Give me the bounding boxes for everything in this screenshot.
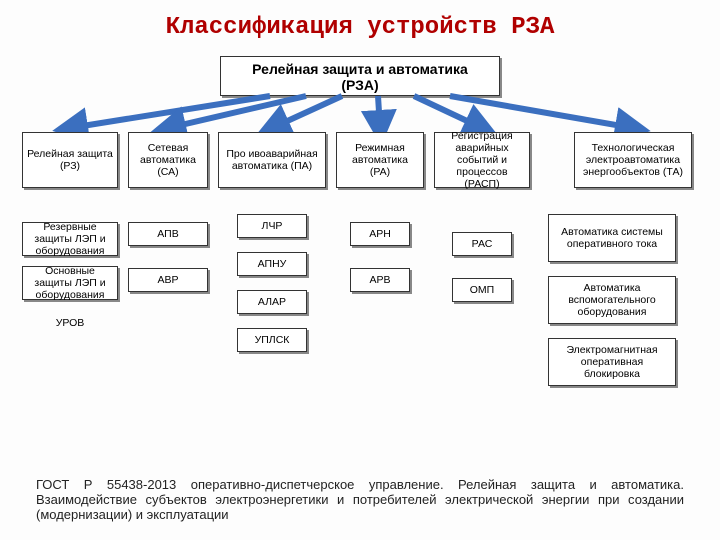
category-node: Режимная автоматика (РА) (336, 132, 424, 188)
sub-node: УРОВ (22, 312, 118, 334)
sub-node: ОМП (452, 278, 512, 302)
sub-node: АРВ (350, 268, 410, 292)
footer-text: ГОСТ Р 55438‑2013 оперативно‑диспетчерск… (36, 477, 684, 522)
category-node: Про ивоаварийная автоматика (ПА) (218, 132, 326, 188)
category-node: Релейная защита (РЗ) (22, 132, 118, 188)
root-line1: Релейная защита и автоматика (227, 61, 493, 77)
sub-node: АПВ (128, 222, 208, 246)
sub-node: Резервные защиты ЛЭП и оборудования (22, 222, 118, 256)
category-node: Сетевая автоматика (СА) (128, 132, 208, 188)
sub-node: Автоматика системы оперативного тока (548, 214, 676, 262)
sub-node: Автоматика вспомогательного оборудования (548, 276, 676, 324)
root-line2: (РЗА) (227, 77, 493, 93)
sub-node: УПЛСК (237, 328, 307, 352)
category-node: Технологическая электроавтоматика энерго… (574, 132, 692, 188)
sub-node: Основные защиты ЛЭП и оборудования (22, 266, 118, 300)
sub-node: Электромагнитная оперативная блокировка (548, 338, 676, 386)
sub-node: ЛЧР (237, 214, 307, 238)
root-node: Релейная защита и автоматика (РЗА) (220, 56, 500, 96)
sub-node: АВР (128, 268, 208, 292)
page-title: Классификация устройств РЗА (10, 14, 710, 41)
sub-node: АРН (350, 222, 410, 246)
sub-node: АПНУ (237, 252, 307, 276)
sub-node: РАС (452, 232, 512, 256)
category-node: Регистрация аварийных событий и процессо… (434, 132, 530, 188)
sub-node: АЛАР (237, 290, 307, 314)
